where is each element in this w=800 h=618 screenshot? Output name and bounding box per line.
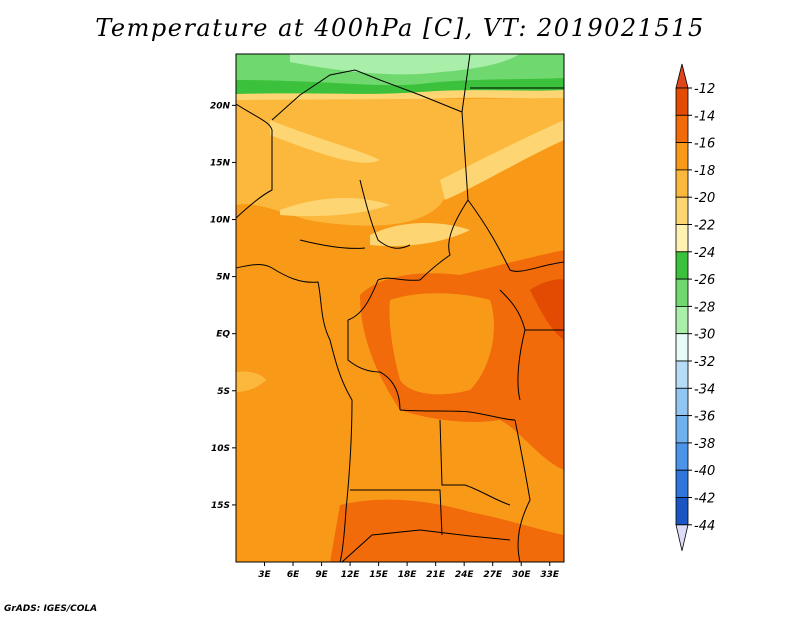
colorbar-box (675, 114, 689, 144)
colorbar-under-triangle (675, 524, 689, 551)
lon-tick-label: 15E (369, 570, 389, 580)
border-namibia-botswana (341, 529, 511, 562)
colorbar-label: -38 (694, 437, 715, 452)
colorbar-over-triangle (675, 63, 689, 89)
border-west-sahel (236, 103, 273, 219)
field-patch-20d (370, 223, 470, 247)
colorbar-box (675, 224, 689, 253)
colorbar-label: -22 (694, 219, 715, 234)
border-algeria-niger (271, 69, 381, 121)
colorbar-box (675, 442, 689, 471)
colorbar-label: -28 (694, 300, 715, 315)
colorbar-label: -34 (694, 382, 715, 397)
field-patch-18-west (236, 371, 266, 392)
lon-tick-label: 6E (287, 570, 300, 580)
border-drc-angola (399, 409, 516, 421)
lon-tick-label: 30E (512, 570, 532, 580)
field-patch-14-south (330, 499, 564, 562)
colorbar-label: -16 (694, 137, 715, 152)
colorbar-label: -36 (694, 410, 715, 425)
colorbar-box (675, 469, 689, 498)
colorbar-label: -20 (694, 191, 715, 206)
colorbar-box (675, 87, 689, 116)
border-angola-zambia (439, 419, 511, 506)
colorbar-label: -44 (694, 519, 715, 534)
colorbar-box (675, 278, 689, 307)
colorbar-label: -12 (694, 82, 715, 97)
colorbar-box (675, 387, 689, 416)
colorbar-box (675, 415, 689, 444)
lon-tick-label: 21E (426, 570, 446, 580)
footer-credit: GrADS: IGES/COLA (4, 604, 98, 614)
lon-tick-label: 12E (341, 570, 361, 580)
field-patch-20c (280, 198, 390, 217)
border-malawi (514, 419, 531, 562)
lon-tick-label: 3E (258, 570, 271, 580)
border-sudan-south (467, 199, 564, 272)
lon-tick-label: 18E (398, 570, 418, 580)
coastline-west (236, 264, 353, 562)
colorbar-label: -18 (694, 164, 715, 179)
field-patch-20a (270, 120, 380, 163)
lat-tick-label: 15N (210, 158, 231, 168)
colorbar-box (675, 251, 689, 280)
lon-tick-label: 27E (483, 570, 503, 580)
longitude-axis: 3E 6E 9E 12E 15E 18E 21E 24E 27E 30E 33E (258, 562, 560, 580)
lon-tick-label: 33E (540, 570, 560, 580)
lat-tick-label: 5N (216, 273, 230, 283)
border-cameroon-congo (347, 279, 379, 321)
colorbar-label: -24 (694, 246, 715, 261)
colorbar: -12 -14 -16 -18 -20 -22 -24 -26 -28 -30 -32 -34 -36 -… (675, 63, 715, 551)
colorbar-label: -32 (694, 355, 715, 370)
lat-tick-label: 5S (217, 387, 230, 397)
colorbar-box (675, 360, 689, 389)
colorbar-label: -14 (694, 109, 715, 124)
colorbar-box (675, 497, 689, 526)
latitude-axis: 20N 15N 10N 5N EQ 5S 10S 15S (210, 101, 236, 511)
lat-tick-label: 10S (211, 444, 230, 454)
field-patch-20b (440, 120, 564, 200)
lon-tick-label: 24E (455, 570, 475, 580)
temperature-field (236, 54, 564, 562)
colorbar-box (675, 196, 689, 225)
colorbar-label: -30 (694, 328, 715, 343)
border-drc-uganda (499, 289, 526, 401)
lat-tick-label: 10N (210, 216, 231, 226)
colorbar-label: -40 (694, 464, 715, 479)
field-band-28 (290, 54, 520, 75)
lat-tick-label: 20N (210, 101, 231, 111)
field-patch-16-congo (389, 293, 494, 395)
lat-tick-label: EQ (216, 330, 230, 340)
lat-tick-label: 15S (211, 501, 230, 511)
colorbar-box (675, 333, 689, 362)
lon-tick-label: 9E (315, 570, 328, 580)
border-gabon-congo (347, 320, 401, 411)
border-niger-chad (379, 79, 469, 201)
border-libya-sudan (461, 54, 471, 113)
colorbar-box (675, 142, 689, 171)
borders (236, 54, 564, 562)
colorbar-label: -42 (694, 492, 715, 507)
border-nigeria (299, 239, 366, 249)
field-patch-12-east (530, 279, 564, 340)
colorbar-label: -26 (694, 273, 715, 288)
plot-title: Temperature at 400hPa [C], VT: 201902151… (95, 14, 705, 42)
map-frame (235, 53, 565, 563)
border-chad-car (377, 199, 469, 281)
border-nigeria-cameroon (359, 179, 411, 249)
colorbar-box (675, 169, 689, 198)
border-angola-namibia (350, 489, 443, 536)
field-band-18 (236, 98, 564, 226)
colorbar-box (675, 305, 689, 335)
